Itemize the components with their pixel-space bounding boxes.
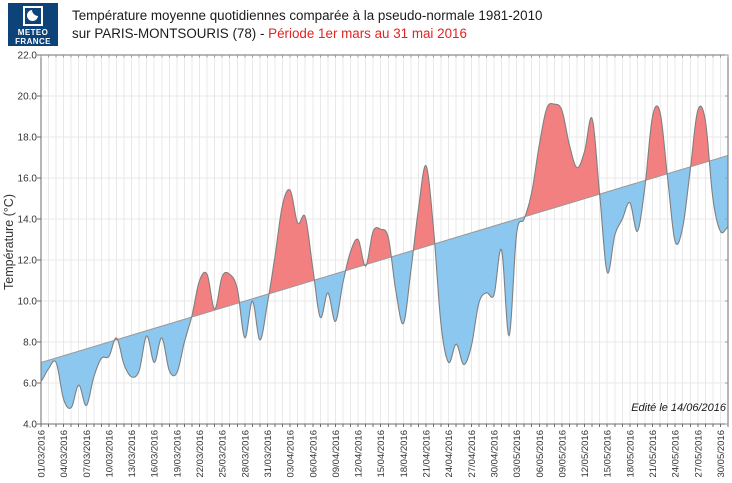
x-tick-label: 22/03/2016 [195, 430, 206, 478]
x-tick-label: 07/03/2016 [82, 430, 93, 478]
below-normal-area [709, 155, 728, 233]
x-tick-label: 06/05/2016 [535, 430, 546, 478]
logo-text: METEO FRANCE [15, 28, 51, 46]
meteo-france-logo: METEO FRANCE [8, 3, 58, 46]
x-tick-label: 01/03/2016 [37, 430, 48, 478]
x-tick-label: 28/03/2016 [240, 430, 251, 478]
x-tick-label: 16/03/2016 [150, 430, 161, 478]
x-tick-label: 12/04/2016 [354, 430, 365, 478]
anomaly-areas [41, 103, 728, 409]
x-tick-label: 06/04/2016 [308, 430, 319, 478]
above-normal-area [525, 103, 600, 217]
chart-title-line1: Température moyenne quotidiennes comparé… [72, 8, 543, 23]
y-axis-title: Température (°C) [2, 194, 16, 290]
edited-date-note: Edité le 14/06/2016 [631, 402, 727, 414]
x-tick-label: 18/04/2016 [399, 430, 410, 478]
y-tick-label: 4.0 [23, 420, 37, 431]
meteo-france-symbol-icon [23, 6, 43, 26]
x-tick-label: 27/05/2016 [693, 430, 704, 478]
x-tick-label: 24/04/2016 [444, 430, 455, 478]
x-tick-label: 24/05/2016 [671, 430, 682, 478]
x-tick-label: 30/05/2016 [716, 430, 727, 478]
below-normal-area [314, 270, 346, 322]
x-tick-label: 15/05/2016 [603, 430, 614, 478]
grid-lines [41, 55, 728, 424]
chart-title: Température moyenne quotidiennes comparé… [72, 7, 542, 43]
x-tick-label: 21/05/2016 [648, 430, 659, 478]
x-tick-label: 31/03/2016 [263, 430, 274, 478]
y-tick-label: 14.0 [18, 215, 38, 226]
y-tick-label: 6.0 [23, 379, 37, 390]
x-tick-label: 10/03/2016 [104, 430, 115, 478]
x-tick-label: 12/05/2016 [580, 430, 591, 478]
x-tick-label: 15/04/2016 [376, 430, 387, 478]
above-normal-area [366, 227, 392, 265]
below-normal-area [41, 340, 115, 409]
x-tick-label: 03/05/2016 [512, 430, 523, 478]
series-lines [41, 102, 728, 409]
below-normal-area [391, 250, 414, 324]
y-tick-label: 8.0 [23, 338, 37, 349]
y-tick-label: 16.0 [18, 174, 38, 185]
below-normal-area [239, 293, 270, 340]
axis-tick-labels: 22.0 20.0 18.0 16.0 14.0 12.0 10.0 8.0 6.0 4.001/… [18, 51, 727, 478]
x-tick-label: 09/04/2016 [331, 430, 342, 478]
daily-temperature-line [41, 102, 728, 409]
y-tick-label: 22.0 [18, 51, 38, 62]
logo-line1: METEO [17, 28, 49, 37]
below-normal-area [599, 180, 646, 274]
y-tick-label: 12.0 [18, 256, 38, 267]
above-normal-area [345, 239, 365, 271]
x-tick-label: 09/05/2016 [557, 430, 568, 478]
below-normal-area [117, 317, 192, 378]
x-tick-label: 04/03/2016 [59, 430, 70, 478]
y-tick-label: 10.0 [18, 297, 38, 308]
x-tick-label: 30/04/2016 [489, 430, 500, 478]
x-tick-label: 03/04/2016 [286, 430, 297, 478]
x-tick-label: 21/04/2016 [422, 430, 433, 478]
chart-title-line2: sur PARIS-MONTSOURIS (78) - Période 1er … [72, 25, 542, 43]
x-tick-label: 25/03/2016 [218, 430, 229, 478]
x-tick-label: 18/05/2016 [625, 430, 636, 478]
x-tick-label: 13/03/2016 [127, 430, 138, 478]
chart-title-station: sur PARIS-MONTSOURIS (78) - [72, 26, 269, 41]
normal-line [41, 154, 728, 363]
y-tick-label: 18.0 [18, 133, 38, 144]
above-normal-area [690, 106, 710, 167]
y-tick-label: 20.0 [18, 92, 38, 103]
logo-line2: FRANCE [15, 37, 51, 46]
plot-border [40, 54, 729, 425]
x-tick-label: 27/04/2016 [467, 430, 478, 478]
above-normal-area [269, 189, 315, 294]
axes [37, 54, 729, 427]
chart-title-period: Période 1er mars au 31 mai 2016 [268, 26, 467, 41]
x-tick-label: 19/03/2016 [172, 430, 183, 478]
